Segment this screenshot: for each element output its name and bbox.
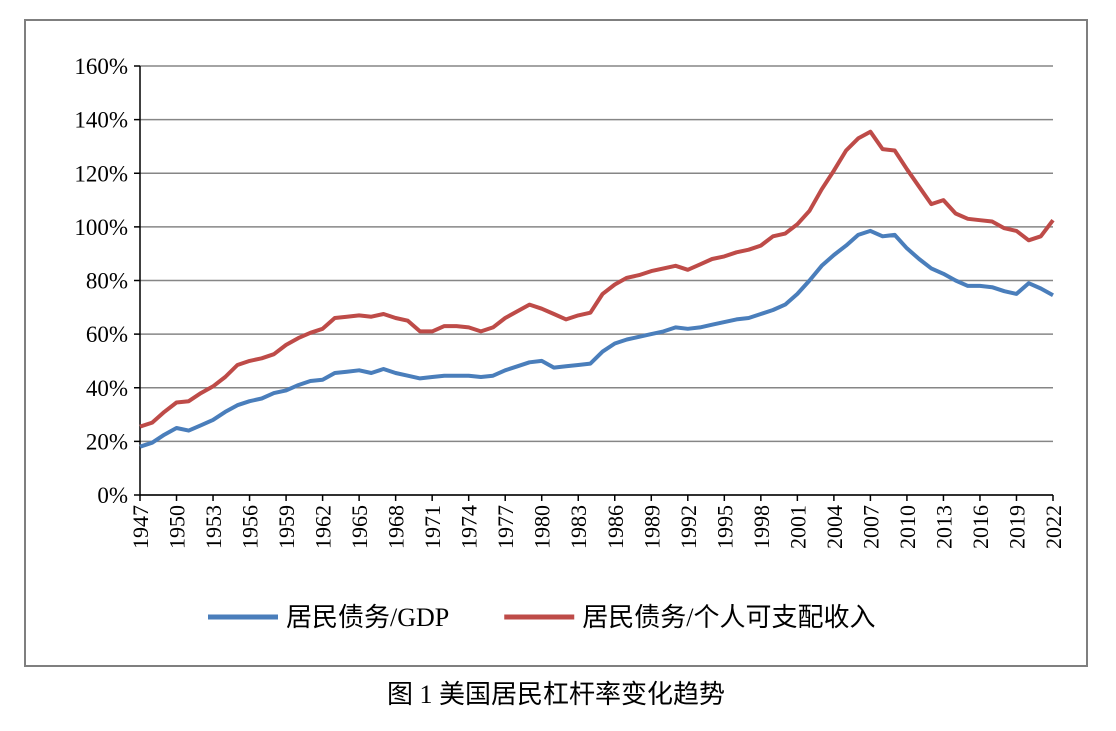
x-tick-label: 2010 — [895, 505, 920, 549]
y-tick-label: 120% — [74, 161, 128, 186]
x-tick-label: 1950 — [165, 505, 190, 549]
x-tick-label: 1995 — [712, 505, 737, 549]
y-tick-label: 60% — [86, 322, 128, 347]
x-tick-label: 1962 — [311, 505, 336, 549]
y-tick-label: 40% — [86, 376, 128, 401]
x-tick-label: 2016 — [968, 505, 993, 549]
line-series — [139, 228, 1054, 449]
x-tick-label: 1968 — [384, 505, 409, 549]
x-tick-label: 1998 — [749, 505, 774, 549]
x-tick-label: 1992 — [676, 505, 701, 549]
y-tick-label: 80% — [86, 269, 128, 294]
x-tick-label: 1983 — [566, 505, 591, 549]
x-tick-label: 2004 — [822, 505, 847, 549]
x-tick-label: 1974 — [457, 505, 482, 549]
x-tick-label: 1953 — [201, 505, 226, 549]
x-tick-label: 1959 — [274, 505, 299, 549]
x-tick-label: 1977 — [493, 505, 518, 549]
legend-label: 居民债务/个人可支配收入 — [582, 603, 875, 632]
legend-label: 居民债务/GDP — [286, 603, 449, 632]
chart-border — [24, 19, 1088, 667]
y-tick-label: 20% — [86, 429, 128, 454]
y-tick-label: 160% — [74, 54, 128, 79]
y-tick-label: 0% — [97, 483, 128, 508]
x-tick-label: 1956 — [238, 505, 263, 549]
x-tick-label: 1980 — [530, 505, 555, 549]
x-tick-label: 1947 — [128, 505, 153, 549]
x-tick-label: 1971 — [420, 505, 445, 549]
x-tick-label: 2022 — [1041, 505, 1066, 549]
x-tick-label: 1989 — [639, 505, 664, 549]
y-tick-label: 100% — [74, 215, 128, 240]
x-tick-label: 2001 — [785, 505, 810, 549]
y-tick-label: 140% — [74, 108, 128, 133]
x-tick-label: 1965 — [347, 505, 372, 549]
caption: 图 1 美国居民杠杆率变化趋势 — [387, 680, 725, 709]
x-tick-label: 1986 — [603, 505, 628, 549]
x-tick-label: 2007 — [858, 505, 883, 549]
x-tick-label: 2013 — [931, 505, 956, 549]
x-tick-label: 2019 — [1004, 505, 1029, 549]
line-series — [139, 129, 1055, 429]
